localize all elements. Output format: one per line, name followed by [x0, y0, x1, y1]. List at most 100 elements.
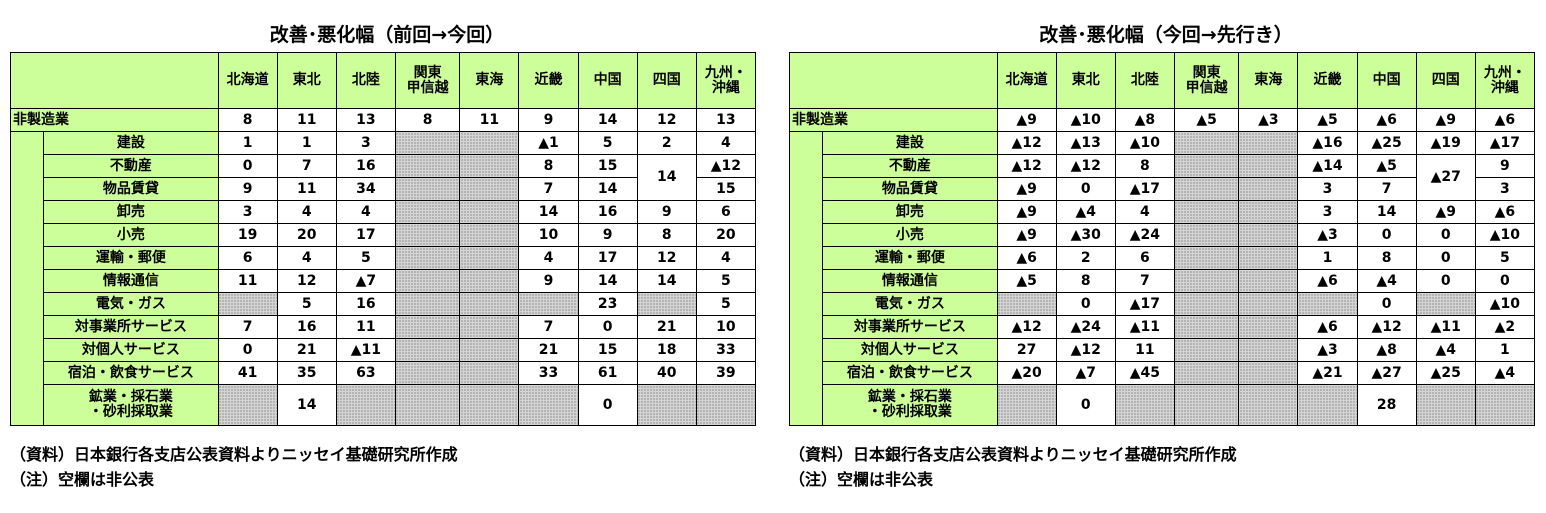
table-row: 鉱業・採石業 ・砂利採取業 14 0	[9, 384, 757, 426]
value-cell: 11	[217, 269, 278, 293]
value-cell: 27	[996, 338, 1057, 362]
value-cell: 16	[335, 154, 396, 178]
value-cell: ▲45	[1114, 361, 1175, 385]
value-cell: 4	[695, 131, 757, 155]
row-label: 電気・ガス	[822, 292, 998, 316]
table-row: 卸売 3 4 4 14 16 9 6	[9, 200, 757, 224]
value-cell: ▲12	[695, 154, 757, 178]
value-cell: 6	[695, 200, 757, 224]
value-cell: 13	[335, 108, 396, 132]
value-cell: ▲6	[1297, 269, 1358, 293]
indent-cell	[788, 292, 824, 316]
value-cell	[636, 292, 697, 316]
value-cell: 13	[695, 108, 757, 132]
value-cell	[217, 384, 278, 426]
indent-cell	[9, 361, 45, 385]
value-cell: 1	[1297, 246, 1358, 270]
value-cell: 11	[276, 108, 337, 132]
value-cell	[1474, 384, 1536, 426]
value-cell	[459, 246, 520, 270]
value-cell: 4	[276, 200, 337, 224]
value-cell: 1	[1474, 338, 1536, 362]
value-cell: ▲10	[1114, 131, 1175, 155]
value-cell: 33	[695, 338, 757, 362]
value-cell: 4	[276, 246, 337, 270]
value-cell: 5	[695, 292, 757, 316]
row-label: 鉱業・採石業 ・砂利採取業	[822, 384, 998, 426]
table-row: 不動産 ▲12 ▲12 8 ▲14 ▲5 ▲27 9	[788, 154, 1536, 201]
value-cell	[1173, 338, 1240, 362]
table-row: 対事業所サービス 7 16 11 7 0 21 10	[9, 315, 757, 339]
value-cell	[1114, 384, 1175, 426]
value-cell: 8	[1114, 154, 1175, 178]
table-row: 鉱業・採石業 ・砂利採取業 0 28	[788, 384, 1536, 426]
value-cell	[1238, 292, 1299, 316]
value-cell: 23	[577, 292, 638, 316]
value-cell: 41	[217, 361, 278, 385]
value-cell: 21	[518, 338, 579, 362]
value-cell: ▲21	[1297, 361, 1358, 385]
region-header: 東海	[459, 52, 520, 109]
region-header: 九州・ 沖縄	[1474, 52, 1536, 109]
value-cell: ▲12	[1356, 315, 1417, 339]
value-cell	[1238, 154, 1299, 178]
value-cell	[394, 315, 461, 339]
value-cell: 9	[518, 269, 579, 293]
value-cell	[394, 384, 461, 426]
indent-cell	[788, 177, 824, 201]
indent-cell	[788, 223, 824, 247]
table-row: 小売 ▲9 ▲30 ▲24 ▲3 0 0 ▲10	[788, 223, 1536, 247]
value-cell: 14	[577, 108, 638, 132]
value-cell: 40	[636, 361, 697, 385]
value-cell: 0	[217, 154, 278, 178]
indent-cell	[788, 315, 824, 339]
value-cell	[1297, 292, 1358, 316]
value-cell	[636, 384, 697, 426]
row-label: 建設	[43, 131, 219, 155]
improvement-table-previous-to-current: 北海道 東北 北陸 関東 甲信越 東海 近畿 中国 四国 九州・ 沖縄 非製造業 8 11 13 8 11 9 14…	[9, 52, 757, 426]
indent-cell	[788, 154, 824, 178]
value-cell: 5	[695, 269, 757, 293]
value-cell	[459, 223, 520, 247]
value-cell: 2	[1055, 246, 1116, 270]
value-cell	[459, 269, 520, 293]
indent-cell	[9, 223, 45, 247]
row-label: 物品賃貸	[43, 177, 219, 201]
region-header: 中国	[577, 52, 638, 109]
value-cell	[394, 131, 461, 155]
value-cell: 3	[1297, 177, 1358, 201]
value-cell	[695, 384, 757, 426]
notes: （資料）日本銀行各支店公表資料よりニッセイ基礎研究所作成 （注）空欄は非公表	[789, 442, 1237, 492]
row-label: 対事業所サービス	[822, 315, 998, 339]
row-label: 小売	[822, 223, 998, 247]
row-label: 卸売	[43, 200, 219, 224]
value-cell: 34	[335, 177, 396, 201]
value-cell: 21	[636, 315, 697, 339]
value-cell	[459, 315, 520, 339]
value-cell: ▲4	[1055, 200, 1116, 224]
row-label: 不動産	[43, 154, 219, 178]
row-label: 運輸・郵便	[43, 246, 219, 270]
value-cell: ▲2	[1474, 315, 1536, 339]
value-cell: ▲6	[1297, 315, 1358, 339]
value-cell: ▲4	[1415, 338, 1476, 362]
value-cell: ▲16	[1297, 131, 1358, 155]
value-cell: 20	[695, 223, 757, 247]
region-header: 中国	[1356, 52, 1417, 109]
indent-cell	[9, 131, 45, 155]
region-header: 北陸	[335, 52, 396, 109]
value-cell: 20	[276, 223, 337, 247]
value-cell	[459, 177, 520, 201]
value-cell	[1238, 223, 1299, 247]
value-cell: 35	[276, 361, 337, 385]
value-cell: ▲11	[1114, 315, 1175, 339]
value-cell: 2	[636, 131, 697, 155]
value-cell: ▲14	[1297, 154, 1358, 178]
table-row: 宿泊・飲食サービス ▲20 ▲7 ▲45 ▲21 ▲27 ▲25 ▲4	[788, 361, 1536, 385]
table-row: 運輸・郵便 6 4 5 4 17 12 4	[9, 246, 757, 270]
indent-cell	[9, 292, 45, 316]
indent-cell	[9, 200, 45, 224]
value-cell: ▲5	[1356, 154, 1417, 178]
value-cell	[394, 361, 461, 385]
value-cell: ▲5	[1173, 108, 1240, 132]
